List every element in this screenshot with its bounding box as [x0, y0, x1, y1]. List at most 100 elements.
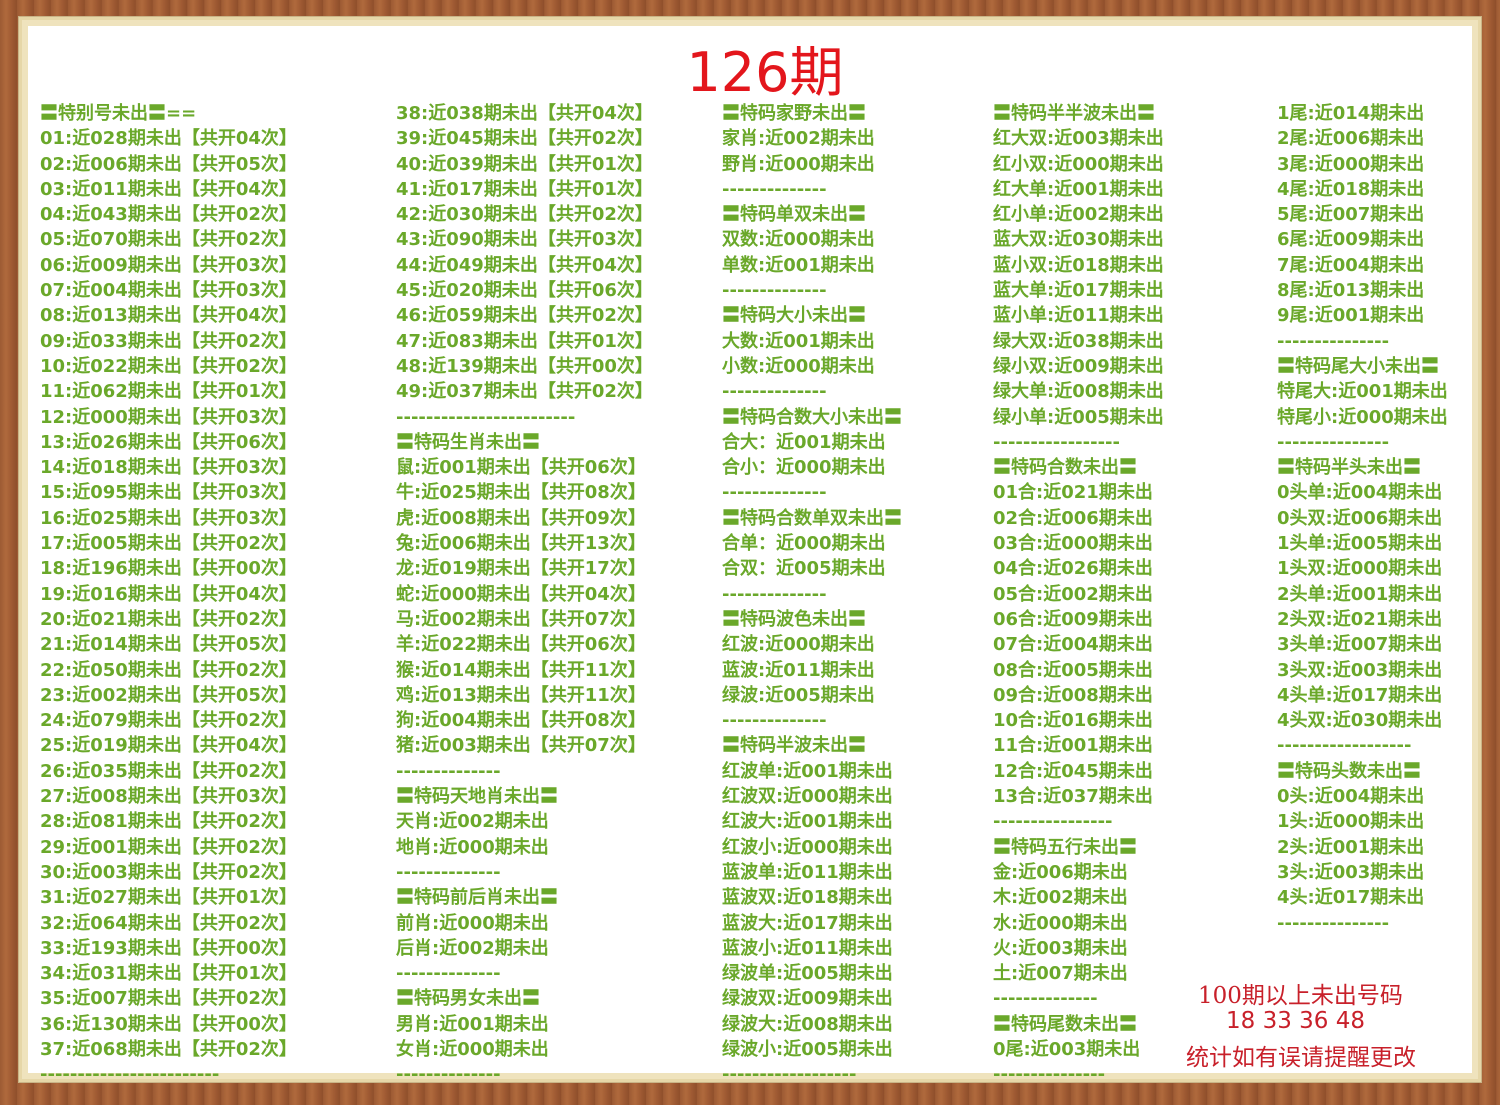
list-item: 5尾:近007期未出	[1277, 204, 1425, 226]
section-header: 〓特码半波未出〓	[722, 735, 866, 757]
list-item: 蓝波小:近011期未出	[722, 937, 893, 959]
list-item: 蓝波:近011期未出	[722, 659, 875, 681]
list-item: 牛:近025期未出【共开08次】	[396, 482, 646, 504]
section-header: 〓特码前后肖未出〓	[396, 887, 558, 909]
list-item: 05合:近002期未出	[993, 583, 1153, 605]
list-item: 25:近019期未出【共开04次】	[40, 735, 297, 757]
list-item: 1头:近000期未出	[1277, 811, 1425, 833]
list-item: 15:近095期未出【共开03次】	[40, 482, 297, 504]
list-item: 红波小:近000期未出	[722, 836, 893, 858]
list-item: 特尾大:近001期未出	[1277, 381, 1448, 403]
divider: --------------	[722, 710, 827, 732]
list-item: 28:近081期未出【共开02次】	[40, 811, 297, 833]
section-header: 〓特码尾数未出〓	[993, 1013, 1137, 1035]
list-item: 2头:近001期未出	[1277, 836, 1425, 858]
list-item: 08合:近005期未出	[993, 659, 1153, 681]
list-item: 12:近000期未出【共开03次】	[40, 406, 297, 428]
list-item: 48:近139期未出【共开00次】	[396, 355, 653, 377]
section-header: 〓特码合数未出〓	[993, 457, 1137, 479]
section-header: 〓特码单双未出〓	[722, 204, 866, 226]
list-item: 23:近002期未出【共开05次】	[40, 684, 297, 706]
list-item: 10合:近016期未出	[993, 710, 1153, 732]
list-item: 31:近027期未出【共开01次】	[40, 887, 297, 909]
list-item: 06:近009期未出【共开03次】	[40, 254, 297, 276]
column-special-numbers: 〓特别号未出〓== 01:近028期未出【共开04次】 02:近006期未出【共开0…	[40, 101, 297, 1088]
list-item: 红小单:近002期未出	[993, 204, 1164, 226]
list-item: 红大单:近001期未出	[993, 178, 1164, 200]
column-attributes-waves: 〓特码家野未出〓 家肖:近002期未出 野肖:近000期未出 ------------…	[722, 101, 902, 1088]
list-item: 1头单:近005期未出	[1277, 533, 1443, 555]
section-header: 〓特别号未出〓==	[40, 103, 197, 124]
list-item: 土:近007期未出	[993, 963, 1128, 985]
list-item: 红小双:近000期未出	[993, 153, 1164, 175]
list-item: 34:近031期未出【共开01次】	[40, 963, 297, 985]
section-header: 〓特码半头未出〓	[1277, 457, 1421, 479]
list-item: 21:近014期未出【共开05次】	[40, 634, 297, 656]
list-item: 01:近028期未出【共开04次】	[40, 128, 297, 150]
list-item: 40:近039期未出【共开01次】	[396, 153, 653, 175]
list-item: 19:近016期未出【共开04次】	[40, 583, 297, 605]
list-item: 01合:近021期未出	[993, 482, 1153, 504]
list-item: 09合:近008期未出	[993, 684, 1153, 706]
list-item: 20:近021期未出【共开02次】	[40, 608, 297, 630]
list-item: 蓝小单:近011期未出	[993, 305, 1164, 327]
column-tails-heads: 1尾:近014期未出 2尾:近006期未出 3尾:近000期未出 4尾:近018期未出…	[1277, 101, 1448, 936]
list-item: 绿波小:近005期未出	[722, 1038, 893, 1060]
list-item: 猪:近003期未出【共开07次】	[396, 735, 646, 757]
list-item: 4头双:近030期未出	[1277, 710, 1443, 732]
list-item: 红波:近000期未出	[722, 634, 875, 656]
list-item: 7尾:近004期未出	[1277, 254, 1425, 276]
list-item: 18:近196期未出【共开00次】	[40, 558, 297, 580]
list-item: 06合:近009期未出	[993, 608, 1153, 630]
list-item: 马:近002期未出【共开07次】	[396, 608, 646, 630]
list-item: 10:近022期未出【共开02次】	[40, 355, 297, 377]
list-item: 02:近006期未出【共开05次】	[40, 153, 297, 175]
list-item: 蓝小双:近018期未出	[993, 254, 1164, 276]
list-item: 26:近035期未出【共开02次】	[40, 760, 297, 782]
list-item: 3头单:近007期未出	[1277, 634, 1443, 656]
list-item: 绿大单:近008期未出	[993, 381, 1164, 403]
list-item: 29:近001期未出【共开02次】	[40, 836, 297, 858]
list-item: 小数:近000期未出	[722, 355, 875, 377]
list-item: 49:近037期未出【共开02次】	[396, 381, 653, 403]
list-item: 火:近003期未出	[993, 937, 1128, 959]
list-item: 16:近025期未出【共开03次】	[40, 507, 297, 529]
list-item: 22:近050期未出【共开02次】	[40, 659, 297, 681]
list-item: 43:近090期未出【共开03次】	[396, 229, 653, 251]
list-item: 1头双:近000期未出	[1277, 558, 1443, 580]
list-item: 合大：近001期未出	[722, 431, 886, 453]
list-item: 绿波单:近005期未出	[722, 963, 893, 985]
list-item: 05:近070期未出【共开02次】	[40, 229, 297, 251]
list-item: 0头单:近004期未出	[1277, 482, 1443, 504]
list-item: 金:近006期未出	[993, 861, 1128, 883]
list-item: 9尾:近001期未出	[1277, 305, 1425, 327]
section-header: 〓特码男女未出〓	[396, 988, 540, 1010]
column-numbers-zodiac: 38:近038期未出【共开04次】 39:近045期未出【共开02次】 40:近03…	[396, 101, 653, 1088]
list-item: 合双：近005期未出	[722, 558, 886, 580]
list-item: 红大双:近003期未出	[993, 128, 1164, 150]
section-header: 〓特码半半波未出〓	[993, 103, 1155, 124]
section-header: 〓特码五行未出〓	[993, 836, 1137, 858]
list-item: 41:近017期未出【共开01次】	[396, 178, 653, 200]
list-item: 46:近059期未出【共开02次】	[396, 305, 653, 327]
list-item: 37:近068期未出【共开02次】	[40, 1038, 297, 1060]
list-item: 2头单:近001期未出	[1277, 583, 1443, 605]
list-item: 32:近064期未出【共开02次】	[40, 912, 297, 934]
list-item: 38:近038期未出【共开04次】	[396, 103, 653, 124]
list-item: 11:近062期未出【共开01次】	[40, 381, 297, 403]
section-header: 〓特码合数单双未出〓	[722, 507, 902, 529]
list-item: 木:近002期未出	[993, 887, 1128, 909]
list-item: 3头双:近003期未出	[1277, 659, 1443, 681]
list-item: 12合:近045期未出	[993, 760, 1153, 782]
list-item: 家肖:近002期未出	[722, 128, 875, 150]
list-item: 04合:近026期未出	[993, 558, 1153, 580]
list-item: 水:近000期未出	[993, 912, 1128, 934]
page-title: 126期	[686, 41, 844, 104]
list-item: 4头:近017期未出	[1277, 887, 1425, 909]
list-item: 虎:近008期未出【共开09次】	[396, 507, 646, 529]
list-item: 11合:近001期未出	[993, 735, 1153, 757]
section-header: 〓特码大小未出〓	[722, 305, 866, 327]
divider: ---------------	[1277, 912, 1390, 934]
list-item: 红波双:近000期未出	[722, 786, 893, 808]
list-item: 04:近043期未出【共开02次】	[40, 204, 297, 226]
